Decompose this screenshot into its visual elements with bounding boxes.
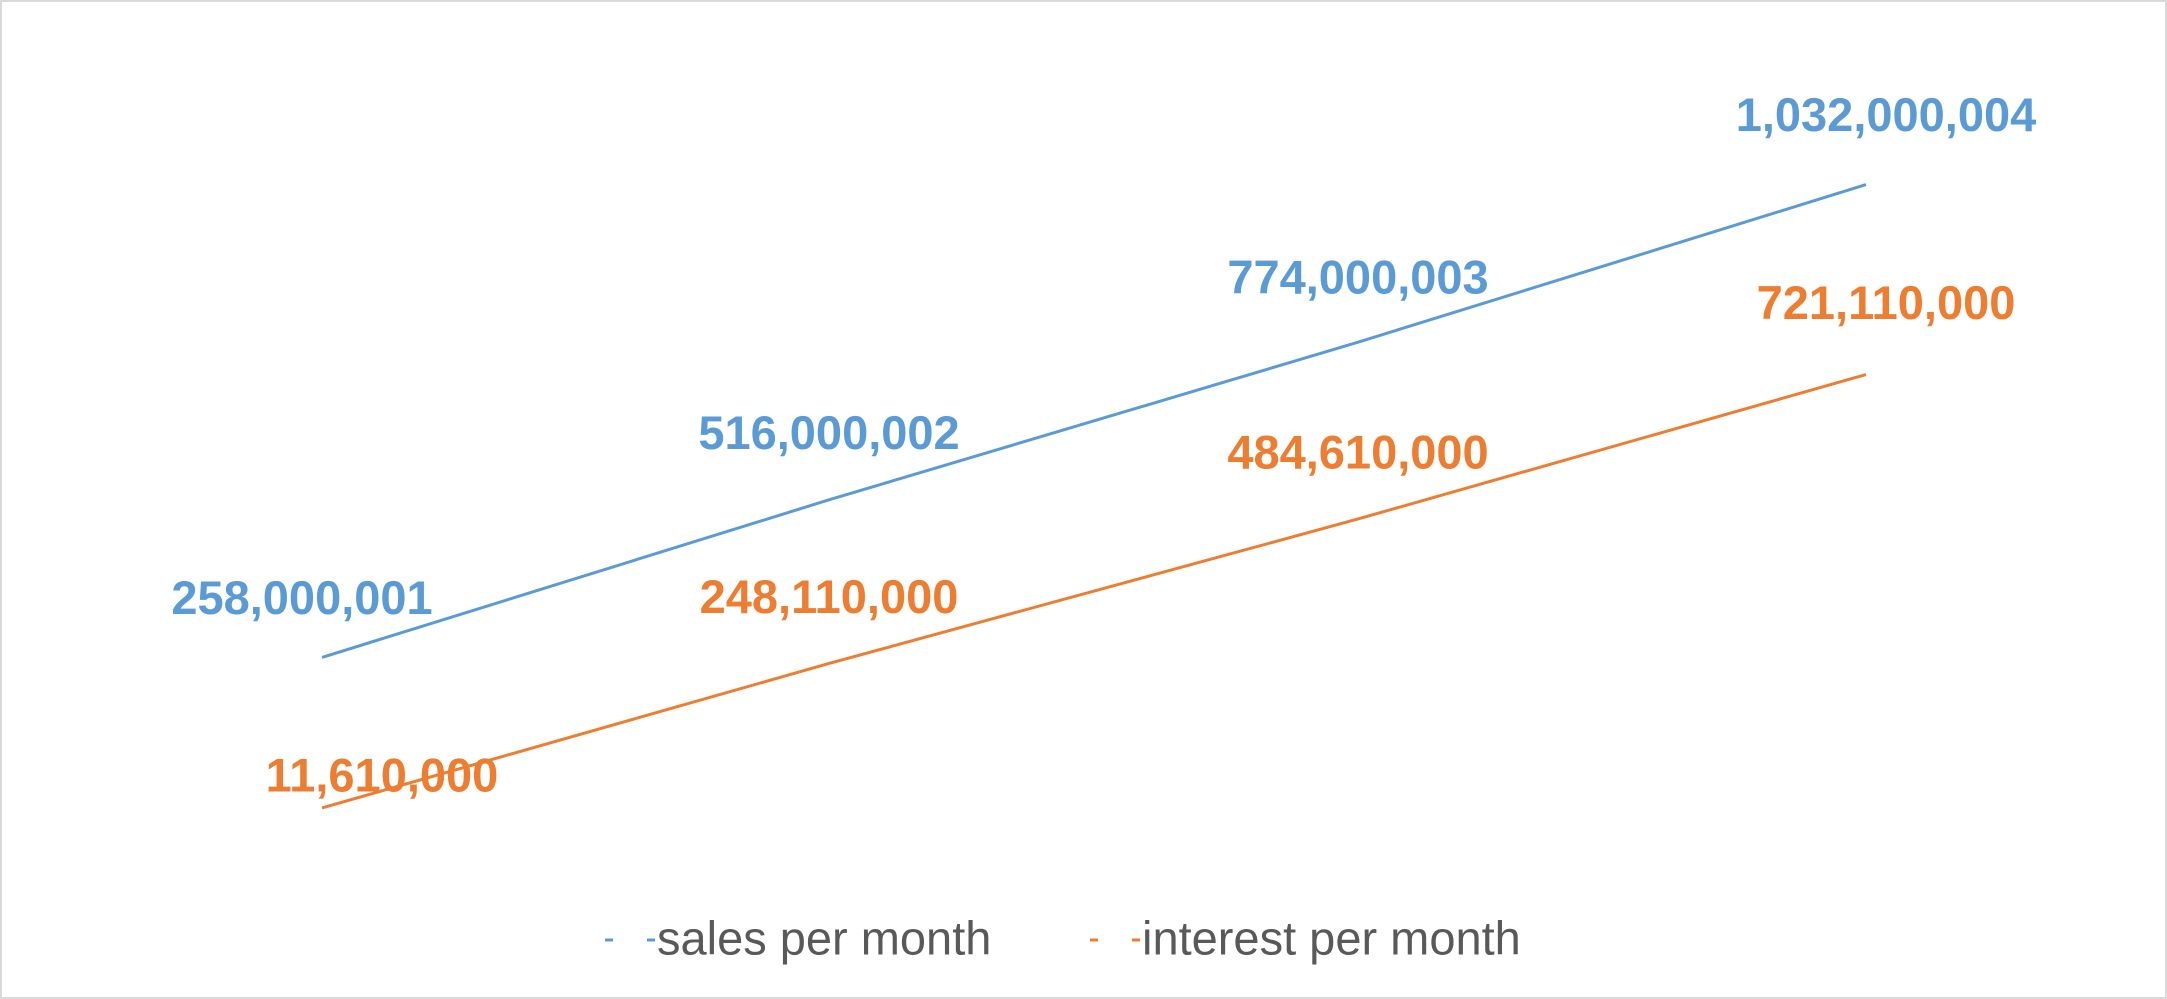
data-label: 516,000,002 — [698, 406, 959, 459]
series-line — [321, 183, 1867, 659]
legend-label: sales per month — [657, 911, 991, 964]
data-label: 1,032,000,004 — [1736, 88, 2037, 141]
data-label: 721,110,000 — [1757, 276, 2016, 329]
data-label: 484,610,000 — [1227, 425, 1488, 478]
legend-label: interest per month — [1142, 911, 1521, 964]
series-line — [321, 373, 1867, 810]
data-label: 774,000,003 — [1227, 251, 1488, 304]
data-label: 11,610,000 — [266, 748, 499, 801]
data-label: 258,000,001 — [171, 571, 432, 624]
data-label: 248,110,000 — [700, 570, 959, 623]
